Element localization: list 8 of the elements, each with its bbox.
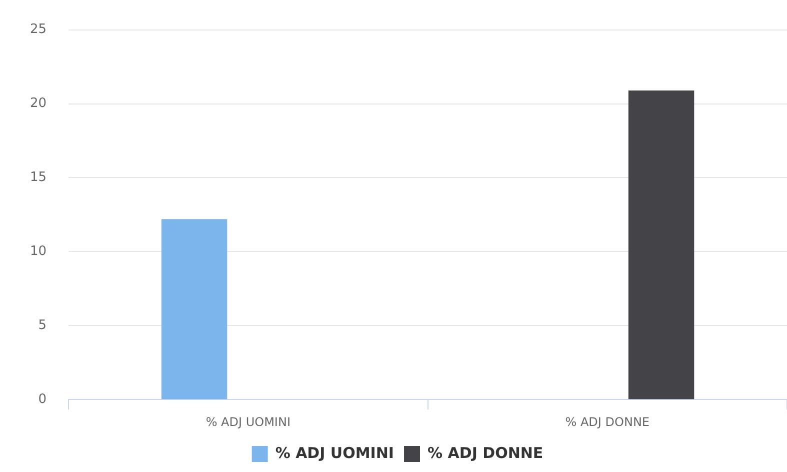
legend-label: % ADJ UOMINI: [275, 444, 394, 462]
legend-label: % ADJ DONNE: [428, 444, 544, 462]
y-tick-label: 0: [38, 392, 47, 407]
y-tick-label: 5: [38, 318, 47, 334]
y-tick-label: 25: [30, 22, 47, 38]
y-tick-label: 20: [30, 96, 47, 112]
y-tick-label: 15: [30, 170, 47, 186]
y-tick-label: 10: [30, 244, 47, 260]
